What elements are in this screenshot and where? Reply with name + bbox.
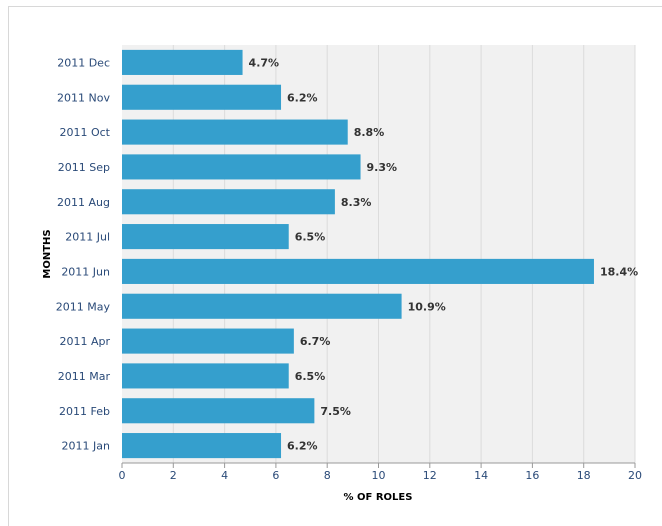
category-label: 2011 May <box>56 300 111 313</box>
value-labels: 4.7% 6.2% 8.8% 9.3% 8.3% 6.5% 18.4% 10.9% 6.7% 6.… <box>249 56 639 452</box>
x-tick-label: 12 <box>423 469 437 482</box>
x-tick-labels: 0 2 4 6 8 10 12 14 16 18 20 <box>119 463 642 482</box>
category-label: 2011 Sep <box>58 161 110 174</box>
value-label: 6.7% <box>300 335 331 348</box>
value-label: 8.3% <box>341 196 372 209</box>
chart-frame <box>8 6 662 526</box>
value-label: 6.5% <box>295 370 326 383</box>
value-label: 4.7% <box>249 56 280 69</box>
value-label: 8.8% <box>354 126 385 139</box>
x-tick-label: 10 <box>372 469 386 482</box>
x-tick-label: 20 <box>628 469 642 482</box>
bar <box>122 433 282 459</box>
x-tick-label: 16 <box>525 469 539 482</box>
category-label: 2011 Dec <box>57 56 110 69</box>
bars <box>122 49 594 459</box>
value-label: 6.5% <box>295 231 326 244</box>
bar <box>122 258 594 284</box>
x-tick-label: 4 <box>221 469 228 482</box>
category-label: 2011 Nov <box>57 91 110 104</box>
bar <box>122 328 294 354</box>
category-label: 2011 Jun <box>61 265 110 278</box>
category-label: 2011 Jul <box>65 231 110 244</box>
x-axis-title: % OF ROLES <box>344 492 413 503</box>
bar <box>122 224 289 250</box>
y-axis-title: MONTHS <box>42 229 53 278</box>
category-label: 2011 Feb <box>59 405 110 418</box>
value-label: 7.5% <box>320 405 351 418</box>
x-tick-label: 18 <box>577 469 591 482</box>
category-label: 2011 Jan <box>62 440 110 453</box>
bar <box>122 119 348 145</box>
grid-lines <box>172 45 636 463</box>
x-tick-label: 2 <box>170 469 177 482</box>
x-tick-label: 0 <box>119 469 126 482</box>
value-label: 6.2% <box>287 91 318 104</box>
value-label: 9.3% <box>367 161 398 174</box>
value-label: 10.9% <box>408 300 446 313</box>
bar <box>122 398 315 424</box>
category-label: 2011 Aug <box>57 196 110 209</box>
category-labels: 2011 Dec 2011 Nov 2011 Oct 2011 Sep 2011 Aug… <box>56 56 111 452</box>
value-label: 18.4% <box>600 265 638 278</box>
x-tick-label: 14 <box>474 469 488 482</box>
bar <box>122 189 335 215</box>
category-label: 2011 Mar <box>58 370 111 383</box>
x-tick-label: 8 <box>324 469 331 482</box>
category-label: 2011 Oct <box>59 126 110 139</box>
bar <box>122 84 282 110</box>
bar <box>122 363 289 389</box>
category-label: 2011 Apr <box>59 335 110 348</box>
value-label: 6.2% <box>287 440 318 453</box>
bar <box>122 293 402 319</box>
bar <box>122 154 361 180</box>
x-tick-label: 6 <box>272 469 279 482</box>
bar <box>122 49 243 75</box>
